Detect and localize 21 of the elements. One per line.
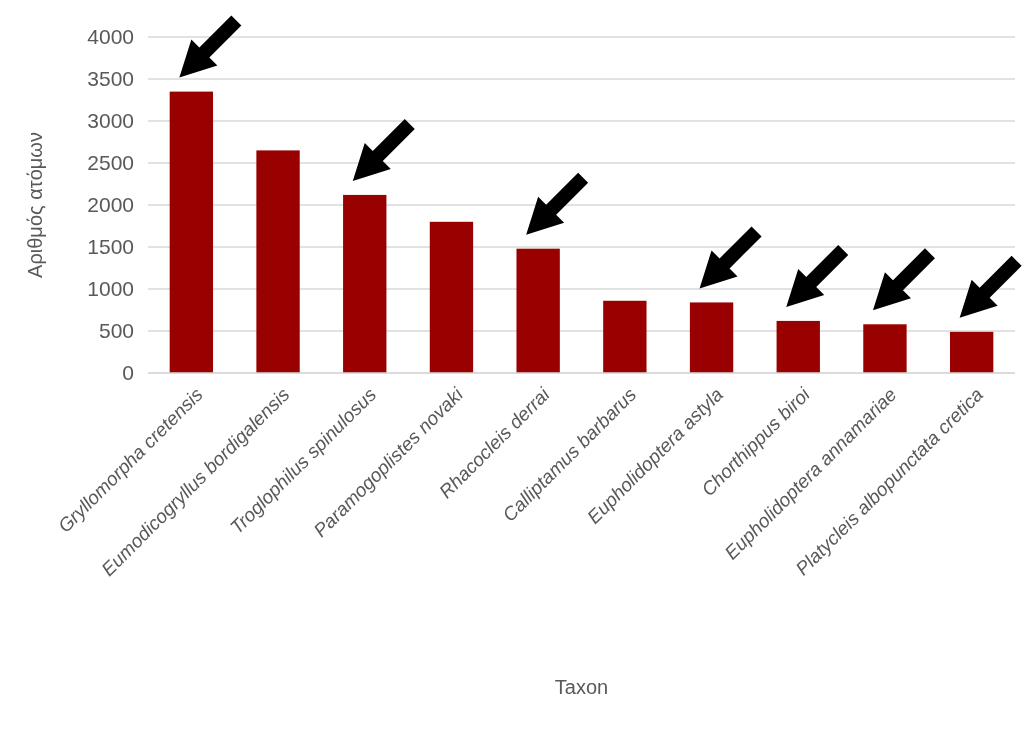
- bar: [776, 320, 820, 373]
- y-tick-label: 3000: [87, 109, 134, 133]
- y-tick-label: 1000: [87, 277, 134, 301]
- y-tick-label: 1500: [87, 235, 134, 259]
- y-tick-label: 3500: [87, 67, 134, 91]
- y-tick-label: 2500: [87, 151, 134, 175]
- bar: [949, 331, 994, 373]
- bar: [689, 302, 734, 373]
- y-tick-label: 4000: [87, 25, 134, 49]
- x-axis-title: Taxon: [554, 676, 609, 698]
- y-tick-label: 0: [122, 361, 134, 385]
- bar: [429, 221, 474, 373]
- bar: [169, 91, 214, 373]
- bar: [603, 300, 647, 373]
- bar: [256, 150, 300, 373]
- bar: [343, 194, 387, 373]
- bar: [516, 248, 560, 373]
- y-axis-title: Αριθμός ατόμων: [24, 132, 46, 278]
- bar: [863, 324, 907, 373]
- y-tick-label: 500: [98, 319, 134, 343]
- y-tick-label: 2000: [87, 193, 134, 217]
